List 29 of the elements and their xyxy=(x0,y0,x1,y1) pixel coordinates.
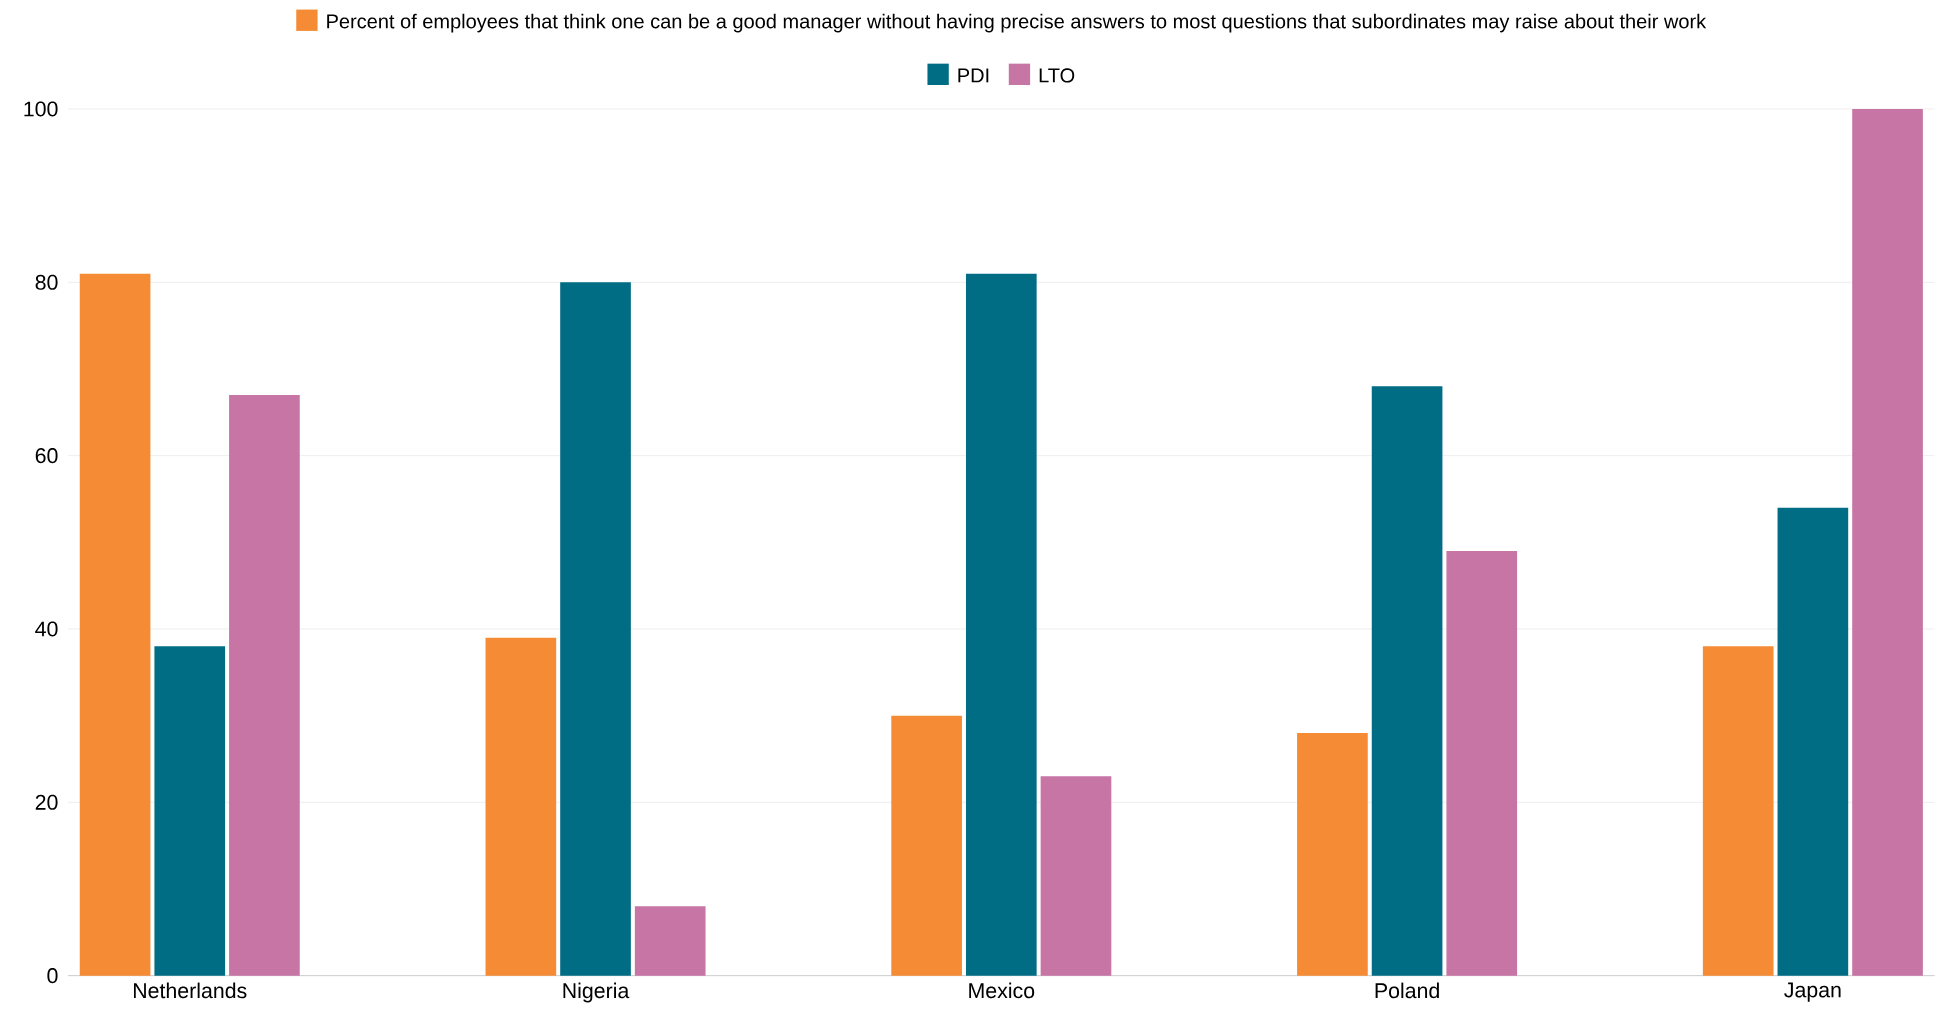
bar xyxy=(891,715,962,976)
bar xyxy=(1371,386,1443,976)
bar xyxy=(1297,732,1368,976)
bar xyxy=(1702,646,1774,976)
bar xyxy=(965,273,1037,976)
bar xyxy=(1040,776,1112,976)
x-tick-label: Japan xyxy=(1784,982,1841,1002)
y-tick-label: 0 xyxy=(47,968,58,984)
bar xyxy=(154,646,226,976)
bar xyxy=(1446,550,1518,976)
legend-label: PDI xyxy=(958,68,989,83)
bar xyxy=(560,282,631,976)
y-tick-label: 40 xyxy=(35,621,58,637)
bar xyxy=(79,273,151,976)
bar xyxy=(485,637,557,976)
y-tick-label: 20 xyxy=(35,794,58,810)
legend-label: LTO xyxy=(1039,68,1075,83)
y-tick-label: 80 xyxy=(35,274,58,290)
bar xyxy=(1777,507,1849,976)
x-tick-label: Poland xyxy=(1375,982,1439,999)
x-tick-label: Mexico xyxy=(969,982,1035,999)
bar xyxy=(634,906,706,976)
x-tick-label: Netherlands xyxy=(133,982,247,999)
legend-label: Percent of employees that think one can be a good manager without having precise answers to most questions that subordinates may raise about their work xyxy=(327,13,1707,33)
x-tick-label: Nigeria xyxy=(563,982,630,1003)
y-tick-label: 60 xyxy=(35,448,58,464)
y-tick-label: 100 xyxy=(24,101,58,117)
bar xyxy=(1852,108,1923,976)
bar xyxy=(229,394,300,976)
